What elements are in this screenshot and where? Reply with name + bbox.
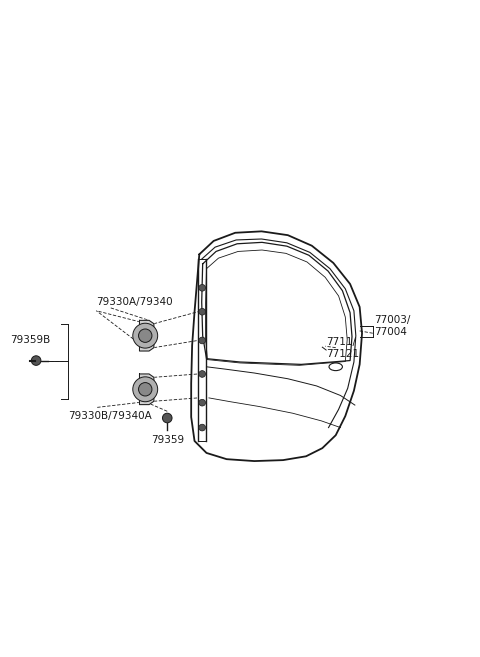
Text: 79330A/79340: 79330A/79340 (96, 297, 173, 307)
Circle shape (199, 308, 205, 315)
Circle shape (162, 413, 172, 423)
Circle shape (133, 377, 157, 401)
Circle shape (199, 399, 205, 406)
Polygon shape (140, 321, 154, 351)
Polygon shape (140, 374, 154, 405)
Circle shape (133, 323, 157, 348)
Circle shape (139, 329, 152, 342)
Text: 79359: 79359 (151, 435, 184, 445)
Circle shape (199, 371, 205, 377)
Circle shape (199, 337, 205, 344)
Circle shape (199, 424, 205, 431)
Text: 79359B: 79359B (10, 335, 50, 345)
Text: 77003/
77004: 77003/ 77004 (374, 315, 410, 337)
Text: 79330B/79340A: 79330B/79340A (68, 411, 152, 421)
Circle shape (139, 382, 152, 396)
Circle shape (31, 356, 41, 365)
Text: 7711/
77121: 7711/ 77121 (326, 337, 359, 359)
Circle shape (199, 284, 205, 291)
